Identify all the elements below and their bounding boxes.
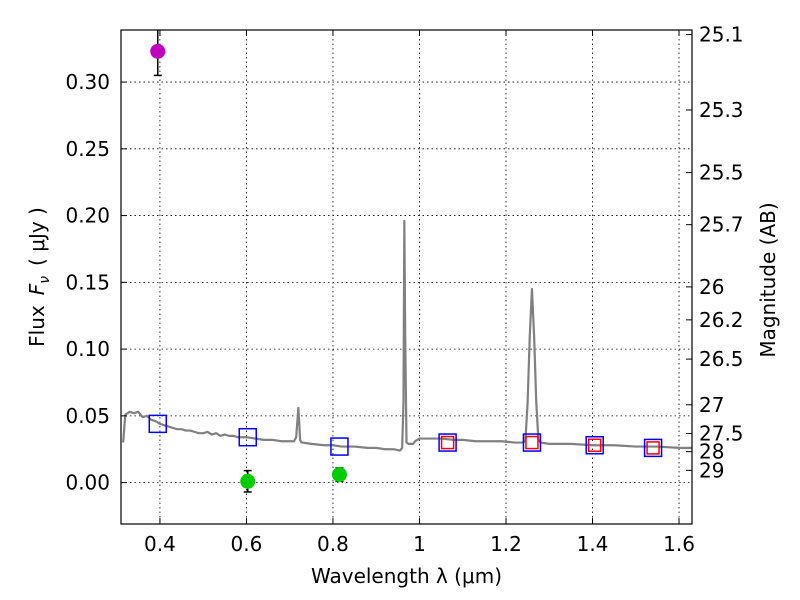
detection-point bbox=[331, 467, 347, 483]
x-tick-label: 1 bbox=[413, 532, 426, 556]
axis-ticks: 0.4 0.6 0.8 1 1.2 1.4 1.6 0.00 0.05 0.10 0.15 0.20 0… bbox=[65, 23, 743, 556]
plot-area bbox=[122, 30, 692, 493]
mag-tick-label: 25.7 bbox=[699, 213, 744, 237]
y2-axis-label: Magnitude (AB) bbox=[756, 202, 780, 357]
y-tick-label: 0.30 bbox=[65, 70, 110, 94]
model-photometry-point bbox=[643, 438, 663, 458]
x-tick-label: 0.8 bbox=[317, 532, 349, 556]
y-axis-label-units: ( μJy ) bbox=[25, 207, 49, 266]
x-tick-label: 0.6 bbox=[231, 532, 263, 556]
model-photometry-point bbox=[522, 433, 542, 452]
y-axis-label-var: F bbox=[25, 283, 49, 295]
model-photometry-point bbox=[330, 437, 349, 456]
spectrum-line bbox=[122, 219, 692, 452]
observed-limit-point bbox=[646, 441, 660, 455]
mag-tick-label: 26 bbox=[699, 275, 724, 299]
y-axis-label-prefix: Flux bbox=[25, 305, 49, 347]
mag-tick-label: 28 bbox=[699, 440, 724, 464]
mag-tick-label: 25.5 bbox=[699, 161, 744, 185]
mag-tick-label: 25.1 bbox=[699, 23, 744, 47]
y-tick-label: 0.15 bbox=[65, 270, 110, 294]
mag-tick-label: 27.5 bbox=[699, 421, 744, 445]
y-tick-label: 0.05 bbox=[65, 404, 110, 428]
y-tick-label: 0.25 bbox=[65, 137, 110, 161]
y-tick-label: 0.10 bbox=[65, 337, 110, 361]
y-axis-label-sub: ν bbox=[37, 276, 53, 284]
mag-tick-label: 25.3 bbox=[699, 98, 744, 122]
model-photometry-point bbox=[585, 435, 604, 455]
detection-point bbox=[150, 43, 166, 59]
observed-limit-point bbox=[440, 435, 455, 450]
plot-frame bbox=[120, 29, 693, 525]
x-tick-label: 1.4 bbox=[577, 532, 609, 556]
y-axis-label: Flux Fν ( μJy ) bbox=[25, 207, 53, 347]
mag-tick-label: 26.5 bbox=[699, 347, 744, 371]
x-axis-label: Wavelength λ (μm) bbox=[311, 564, 502, 588]
mag-tick-label: 27 bbox=[699, 393, 724, 417]
x-tick-label: 0.4 bbox=[144, 532, 176, 556]
detection-point bbox=[240, 473, 256, 489]
mag-tick-label: 26.2 bbox=[699, 308, 744, 332]
x-tick-label: 1.2 bbox=[490, 532, 522, 556]
grid-lines bbox=[121, 30, 692, 524]
mag-tick-label: 29 bbox=[699, 458, 724, 482]
model-photometry-point bbox=[438, 433, 457, 452]
x-tick-label: 1.6 bbox=[663, 532, 695, 556]
model-photometry-point bbox=[238, 427, 257, 447]
observed-limit-point bbox=[587, 438, 602, 452]
y-tick-label: 0.20 bbox=[65, 204, 110, 228]
y-tick-label: 0.00 bbox=[65, 471, 110, 495]
observed-limit-point bbox=[525, 435, 539, 450]
model-photometry-point bbox=[148, 414, 168, 434]
